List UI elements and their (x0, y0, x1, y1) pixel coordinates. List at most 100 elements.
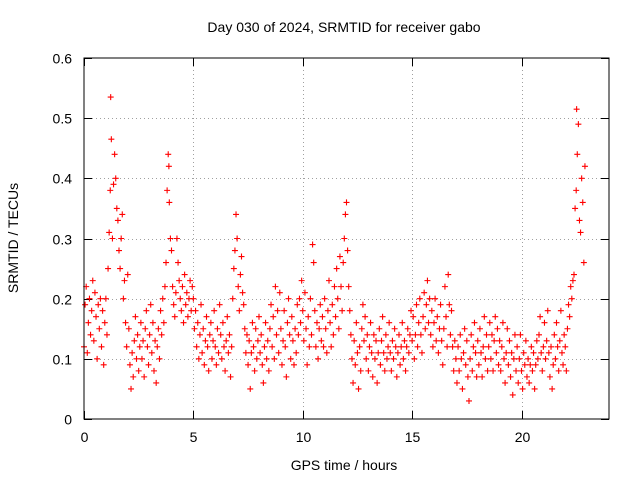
data-point (393, 373, 400, 380)
data-point (511, 331, 518, 338)
data-point (532, 361, 539, 368)
data-point (84, 349, 91, 356)
data-point (242, 349, 249, 356)
data-point (543, 337, 550, 344)
data-point (365, 367, 372, 374)
data-point (464, 373, 471, 380)
data-point (112, 175, 119, 182)
data-point (425, 319, 432, 326)
data-point (333, 265, 340, 272)
data-point (102, 295, 109, 302)
axis-ticks: 0 0.1 0.2 0.3 0.4 0.5 0.6 0 5 10 15 20 (53, 51, 609, 445)
data-point (577, 229, 584, 236)
data-point (248, 349, 255, 356)
data-point (560, 361, 567, 368)
data-point (243, 331, 250, 338)
data-point (238, 253, 245, 260)
data-point (467, 355, 474, 362)
data-point (402, 367, 409, 374)
data-point (478, 349, 485, 356)
data-point (533, 337, 540, 344)
data-point (291, 361, 297, 368)
data-point (126, 361, 133, 368)
data-point (190, 295, 197, 302)
data-point (147, 301, 154, 308)
y-tick-label: 0 (64, 412, 72, 428)
data-point (168, 247, 175, 254)
data-point (387, 349, 394, 356)
data-point (542, 355, 549, 362)
data-point (154, 343, 161, 350)
data-point (210, 337, 217, 344)
data-point (124, 271, 131, 278)
data-point (508, 349, 515, 356)
data-point (574, 151, 581, 158)
data-point (86, 295, 93, 302)
data-point (273, 331, 280, 338)
data-point (369, 373, 376, 380)
data-point (116, 247, 122, 254)
data-point (525, 355, 532, 362)
data-point (566, 313, 573, 320)
data-point (146, 331, 153, 338)
data-point (313, 319, 320, 326)
data-point (318, 337, 325, 344)
data-point (331, 283, 338, 290)
data-point (96, 325, 103, 332)
data-point (487, 355, 494, 362)
x-tick-label: 20 (515, 429, 531, 445)
data-point (371, 355, 378, 362)
data-point (428, 307, 435, 314)
data-point (195, 355, 202, 362)
data-point (569, 277, 576, 284)
data-point (193, 343, 200, 350)
data-point (528, 343, 535, 350)
data-point (165, 151, 172, 158)
data-point (447, 331, 454, 338)
data-point (354, 349, 361, 356)
data-point (339, 307, 346, 314)
data-point (523, 373, 530, 380)
data-point (514, 343, 521, 350)
data-point (480, 343, 487, 350)
data-point (427, 331, 434, 338)
data-point (160, 319, 167, 326)
data-point (299, 307, 306, 314)
data-point (462, 361, 469, 368)
data-point (221, 343, 227, 350)
data-point (438, 337, 445, 344)
data-point (493, 349, 500, 356)
data-point (549, 385, 556, 392)
data-point (161, 283, 168, 290)
data-point (403, 343, 410, 350)
data-point (198, 301, 205, 308)
data-point (340, 259, 347, 266)
data-point (293, 349, 300, 356)
data-point (466, 397, 472, 404)
data-point (328, 343, 335, 350)
data-point (471, 319, 478, 326)
data-point (312, 343, 319, 350)
data-point (178, 307, 185, 314)
data-point (540, 343, 547, 350)
data-point (254, 337, 261, 344)
data-point (575, 121, 582, 128)
data-point (283, 373, 290, 380)
data-point (472, 349, 479, 356)
data-point (415, 319, 422, 326)
data-point (486, 319, 493, 326)
data-point (239, 289, 246, 296)
data-point (324, 307, 331, 314)
data-point (558, 349, 565, 356)
data-point (227, 373, 234, 380)
data-point (101, 319, 108, 326)
data-point (400, 355, 407, 362)
data-point (233, 211, 240, 218)
data-point (398, 343, 405, 350)
data-point (158, 331, 165, 338)
data-point (440, 325, 447, 332)
data-point (247, 385, 254, 392)
data-point (321, 295, 328, 302)
data-point (377, 361, 384, 368)
data-point (567, 283, 574, 290)
